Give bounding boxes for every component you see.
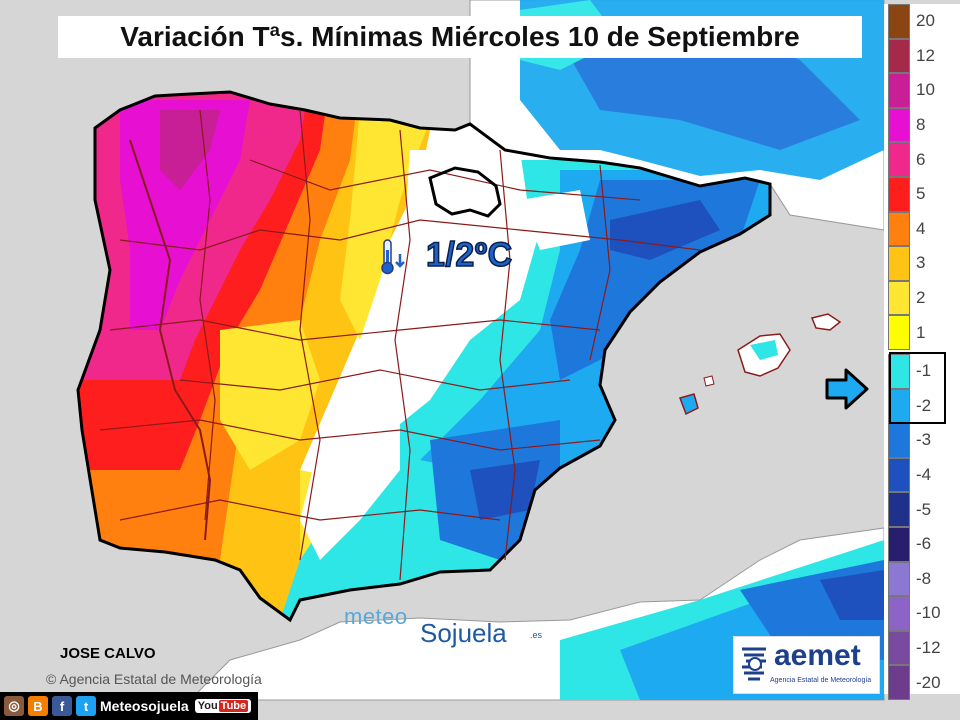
- legend-item: 4: [888, 211, 960, 247]
- legend-item: -20: [888, 665, 960, 700]
- facebook-icon[interactable]: f: [52, 696, 72, 716]
- legend-swatch: [888, 423, 910, 458]
- la-rioja-outline: [428, 166, 502, 218]
- legend-swatch: [888, 527, 910, 562]
- legend-swatch: [888, 107, 910, 143]
- legend-item: 6: [888, 142, 960, 177]
- social-handle[interactable]: Meteosojuela: [100, 698, 189, 714]
- aemet-subtitle: Agencia Estatal de Meteorología: [770, 677, 872, 684]
- legend-swatch: [888, 246, 910, 281]
- legend-swatch: [888, 457, 910, 493]
- legend-swatch: [888, 142, 910, 177]
- legend-item: -3: [888, 423, 960, 458]
- legend-swatch: [888, 665, 910, 700]
- legend-label: 3: [916, 253, 926, 273]
- legend-item: 20: [888, 4, 960, 39]
- legend-label: -1: [916, 361, 932, 381]
- brand-part1: meteo: [344, 604, 408, 629]
- blogger-icon[interactable]: B: [28, 696, 48, 716]
- legend-highlight-box: [889, 352, 946, 424]
- legend-label: -8: [916, 568, 932, 588]
- legend-swatch: [888, 211, 910, 247]
- author-label: JOSE CALVO: [60, 645, 156, 662]
- iberia-coastline: [76, 90, 772, 623]
- twitter-icon[interactable]: t: [76, 696, 96, 716]
- legend-label: 1: [916, 322, 926, 342]
- legend-swatch: [888, 354, 910, 389]
- legend-swatch: [888, 280, 910, 316]
- agency-copyright: © Agencia Estatal de Meteorología: [46, 671, 262, 687]
- agency-name: Agencia Estatal de Meteorología: [59, 671, 262, 687]
- legend-item: 1: [888, 315, 960, 350]
- legend-item: -5: [888, 492, 960, 527]
- legend-swatch: [888, 38, 910, 74]
- legend-item: 5: [888, 177, 960, 212]
- legend-label: 4: [916, 218, 926, 238]
- legend-item: 8: [888, 107, 960, 143]
- copyright-icon: ©: [46, 671, 57, 687]
- legend-item: 2: [888, 280, 960, 316]
- youtube-icon[interactable]: You Tube: [194, 699, 252, 713]
- thermometer-down-icon: [381, 239, 405, 275]
- legend-label: -5: [916, 499, 932, 519]
- legend-item: -10: [888, 596, 960, 631]
- aemet-emblem-icon: [742, 647, 766, 681]
- legend-item: 12: [888, 38, 960, 74]
- legend-label: -12: [916, 638, 941, 658]
- social-bar: ◎ B f t Meteosojuela You Tube: [0, 692, 258, 720]
- color-legend: 20 12 10 8 6 5 4 3 2 1 -1 -2 -3 -4 -5 -6 -8 -10 -12 -20: [884, 4, 960, 700]
- legend-item: -6: [888, 527, 960, 562]
- legend-label: -6: [916, 534, 932, 554]
- legend-label: 5: [916, 184, 926, 204]
- province-borders: [99, 109, 701, 581]
- legend-label: -3: [916, 430, 932, 450]
- legend-label: -2: [916, 395, 932, 415]
- legend-swatch: [888, 492, 910, 527]
- legend-item: -2: [888, 388, 960, 424]
- legend-swatch: [888, 315, 910, 350]
- legend-label: 6: [916, 149, 926, 169]
- aemet-name: aemet: [774, 639, 861, 672]
- map-title: Variación Tªs. Mínimas Miércoles 10 de S…: [58, 16, 862, 58]
- legend-item: -12: [888, 630, 960, 666]
- legend-label: -20: [916, 672, 941, 692]
- legend-item: -1: [888, 354, 960, 389]
- brand-suffix: .es: [530, 630, 543, 640]
- legend-label: 8: [916, 115, 926, 135]
- legend-label: -10: [916, 603, 941, 623]
- legend-swatch: [888, 630, 910, 666]
- legend-item: -4: [888, 457, 960, 493]
- legend-label: 20: [916, 11, 935, 31]
- legend-label: 12: [916, 45, 935, 65]
- balearic-islands: [679, 313, 842, 416]
- legend-swatch: [888, 73, 910, 108]
- variation-annotation: 1/2ºC: [425, 235, 513, 275]
- legend-label: -4: [916, 465, 932, 485]
- aemet-logo: aemet Agencia Estatal de Meteorología: [733, 636, 880, 694]
- arrow-right-icon: [825, 368, 869, 410]
- legend-swatch: [888, 177, 910, 212]
- portugal-border: [129, 139, 212, 541]
- legend-item: -8: [888, 561, 960, 597]
- legend-swatch: [888, 561, 910, 597]
- instagram-icon[interactable]: ◎: [4, 696, 24, 716]
- legend-item: 10: [888, 73, 960, 108]
- legend-label: 10: [916, 80, 935, 100]
- meteosojuela-brand: meteo Sojuela .es: [344, 600, 544, 648]
- brand-part2: Sojuela: [420, 618, 507, 648]
- legend-swatch: [888, 4, 910, 39]
- legend-label: 2: [916, 288, 926, 308]
- legend-swatch: [888, 596, 910, 631]
- legend-item: 3: [888, 246, 960, 281]
